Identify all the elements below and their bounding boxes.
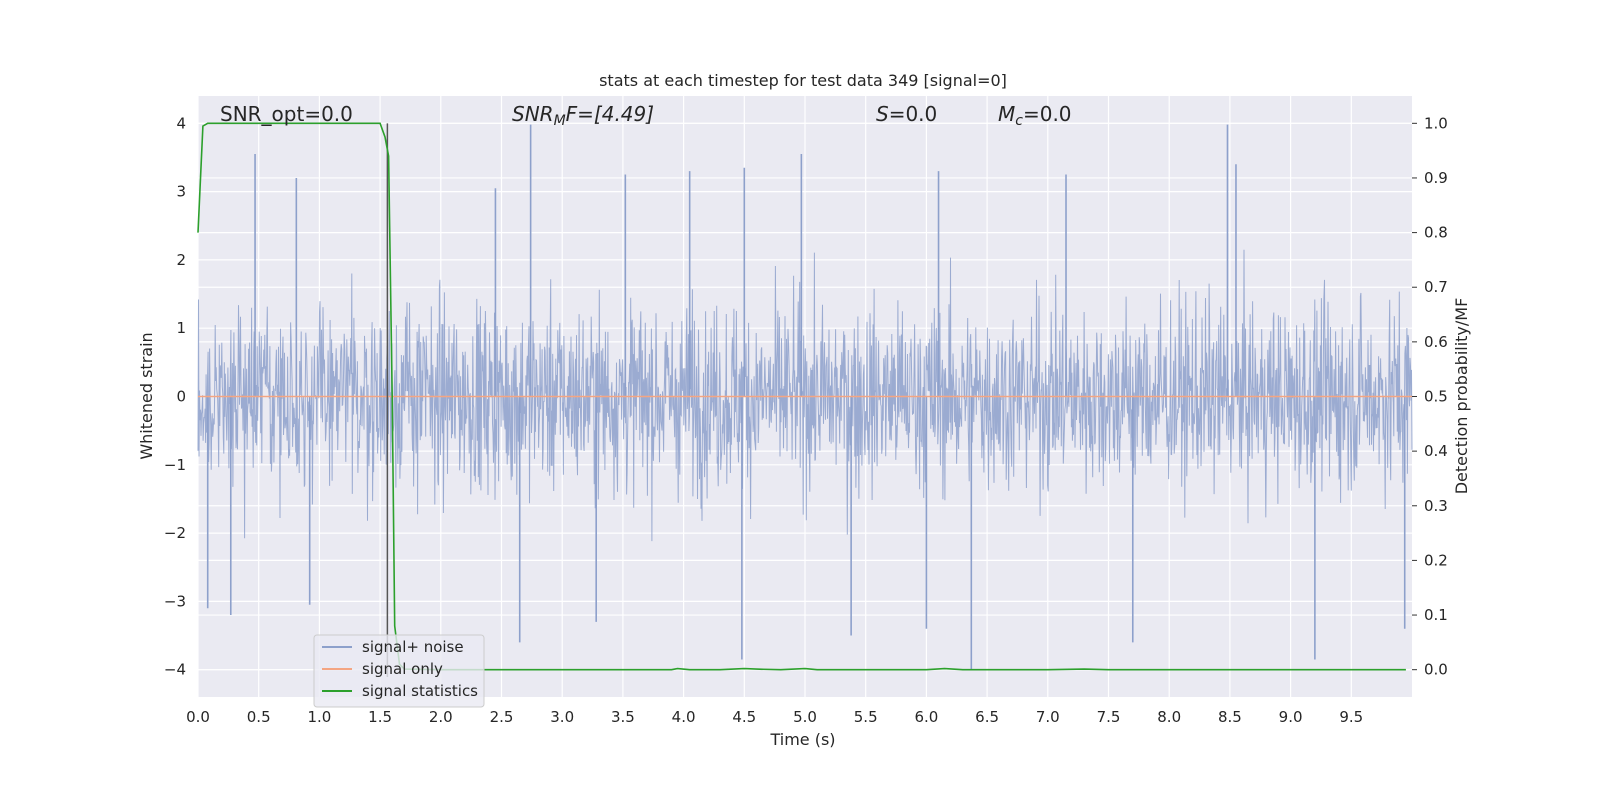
- series-signal-statistics: [197, 122, 1406, 671]
- x-tick-label: 9.0: [1279, 708, 1303, 726]
- x-tick-label: 7.0: [1036, 708, 1060, 726]
- legend: signal+ noise signal only signal statist…: [313, 634, 485, 708]
- x-tick-label: 1.5: [368, 708, 392, 726]
- x-tick-label: 0.0: [186, 708, 210, 726]
- y-left-tick-label: −1: [164, 456, 186, 474]
- y-right-tick-label: 0.3: [1424, 497, 1448, 515]
- x-tick-label: 4.0: [672, 708, 696, 726]
- annotation-mc: Mc=0.0: [998, 102, 1072, 129]
- chart-title: stats at each timestep for test data 349…: [599, 71, 1007, 90]
- x-tick-label: 5.5: [854, 708, 878, 726]
- series-signal-plus-noise: [197, 124, 1413, 670]
- y-left-tick-label: −3: [164, 592, 186, 610]
- legend-box: [313, 634, 485, 708]
- y-left-tick-label: −2: [164, 524, 186, 542]
- x-tick-label: 1.0: [307, 708, 331, 726]
- x-tick-label: 6.5: [975, 708, 999, 726]
- x-tick-label: 0.5: [247, 708, 271, 726]
- annotation-snr-opt: SNR_opt=0.0: [220, 102, 353, 126]
- x-tick-label: 8.0: [1157, 708, 1181, 726]
- y-axis-right-ticks: 1.0 0.9 0.8 0.7 0.6 0.5 0.4 0.3 0.2 0.1 0.0: [1412, 114, 1448, 679]
- x-tick-label: 7.5: [1097, 708, 1121, 726]
- y-right-tick-label: 0.1: [1424, 606, 1448, 624]
- y-right-tick-label: 1.0: [1424, 114, 1448, 132]
- y-right-tick-label: 0.5: [1424, 388, 1448, 406]
- x-tick-label: 5.0: [793, 708, 817, 726]
- x-tick-label: 8.5: [1218, 708, 1242, 726]
- y-axis-left-ticks: 4 3 2 1 0 −1 −2 −3 −4: [164, 114, 186, 678]
- statistics-line: [197, 122, 1406, 671]
- y-axis-right-label: Detection probability/MF: [1452, 298, 1471, 495]
- y-right-tick-label: 0.8: [1424, 224, 1448, 242]
- legend-label-signal-only: signal only: [362, 660, 443, 678]
- y-left-tick-label: 0: [176, 388, 186, 406]
- legend-label-signal-statistics: signal statistics: [362, 682, 478, 700]
- noise-trace: [197, 249, 1413, 542]
- x-tick-label: 3.0: [550, 708, 574, 726]
- x-tick-label: 2.5: [490, 708, 514, 726]
- y-left-tick-label: 2: [176, 251, 186, 269]
- y-left-tick-label: 1: [176, 319, 186, 337]
- y-right-tick-label: 0.6: [1424, 333, 1448, 351]
- x-tick-label: 4.5: [732, 708, 756, 726]
- x-axis-ticks: 0.0 0.5 1.0 1.5 2.0 2.5 3.0 3.5 4.0 4.5 5.0 5.5 6.0 6…: [186, 708, 1363, 726]
- y-right-tick-label: 0.2: [1424, 551, 1448, 569]
- x-tick-label: 6.0: [914, 708, 938, 726]
- y-right-tick-label: 0.0: [1424, 661, 1448, 679]
- annotation-s: S=0.0: [876, 102, 937, 126]
- x-tick-label: 2.0: [429, 708, 453, 726]
- y-left-tick-label: 4: [176, 114, 186, 132]
- y-left-tick-label: −4: [164, 661, 186, 679]
- y-right-tick-label: 0.9: [1424, 169, 1448, 187]
- annotation-snr-mf: SNRMF=[4.49]: [512, 102, 654, 129]
- y-right-tick-label: 0.7: [1424, 278, 1448, 296]
- legend-label-signal-plus-noise: signal+ noise: [362, 638, 464, 656]
- x-axis-label: Time (s): [769, 730, 835, 749]
- y-right-tick-label: 0.4: [1424, 442, 1448, 460]
- x-tick-label: 3.5: [611, 708, 635, 726]
- x-tick-label: 9.5: [1339, 708, 1363, 726]
- y-axis-left-label: Whitened strain: [137, 332, 156, 459]
- y-left-tick-label: 3: [176, 183, 186, 201]
